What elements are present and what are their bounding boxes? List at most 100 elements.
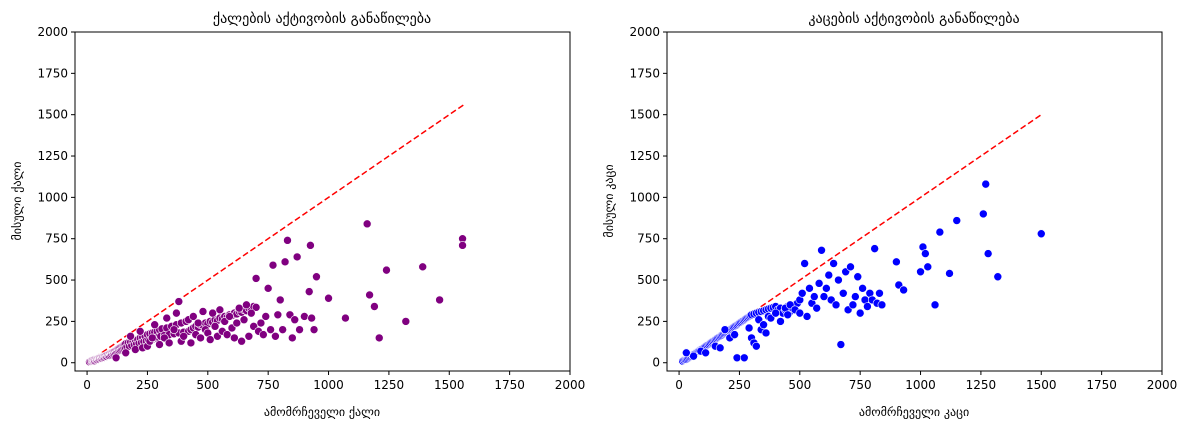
data-point [822,284,831,293]
data-point [205,335,215,344]
data-point [244,331,254,341]
data-point [382,265,391,275]
data-point [952,216,962,225]
data-point [875,288,884,298]
data-point [251,274,261,283]
data-point [797,288,807,298]
y-tick-label: 1750 [629,66,660,80]
data-point [121,348,131,358]
data-point [234,303,244,313]
data-point [208,308,217,318]
data-point [418,262,428,272]
x-tick-label: 1500 [1026,378,1057,392]
data-point [819,292,829,301]
data-point [771,308,780,318]
data-points [85,219,467,367]
data-point [809,292,819,301]
data-point [930,300,940,310]
data-point [304,287,314,296]
data-point [824,270,834,280]
x-axis-label: ამომრჩეველი კაცი [859,405,969,419]
data-point [251,303,261,312]
data-point [300,312,309,321]
data-point [846,262,855,272]
axis-ticks: 0 250 500 750 1000 1250 1500 1750 2000 0 250 500 750… [37,25,585,392]
data-point [365,290,374,300]
data-point [979,209,988,219]
data-point [193,318,203,328]
data-point [848,300,858,310]
data-point [259,330,268,339]
data-point [370,302,379,311]
data-point [169,325,179,334]
x-axis-label: ამომრჩეველი ქალი [264,405,380,419]
data-point [401,317,411,326]
data-point [701,348,710,358]
data-point [730,330,739,339]
data-point [309,325,319,334]
data-point [863,302,872,311]
data-point [155,340,164,349]
data-point [290,315,300,325]
x-tick-label: 2000 [1147,378,1178,392]
y-tick-label: 2000 [629,25,660,39]
y-tick-label: 0 [652,356,660,370]
y-axis-label: მისული ქალი [10,161,24,240]
data-point [732,353,742,363]
data-point [802,312,812,321]
data-point [273,310,283,320]
data-point [899,285,908,295]
data-point [230,333,239,343]
data-point [295,325,304,334]
data-point [164,338,174,348]
y-axis-label: მისული კაცი [602,164,616,237]
data-point [720,325,730,334]
data-point [877,300,887,310]
x-tick-label: 250 [136,378,159,392]
data-point [306,241,315,250]
y-tick-label: 1500 [37,108,68,122]
data-point [280,257,290,267]
data-point [759,320,768,329]
y-tick-label: 1250 [629,149,660,163]
x-tick-label: 1000 [905,378,936,392]
data-point [312,272,321,282]
womens-activity-chart: ქალების აქტივობის განაწილება 0 250 500 750 1… [10,11,585,419]
data-point [851,292,860,301]
data-point [288,333,297,343]
data-point [126,331,135,341]
data-point [715,343,725,353]
data-point [993,272,1003,282]
x-tick-label: 1750 [494,378,525,392]
data-point [242,300,251,310]
data-point [261,312,271,321]
data-point [374,333,384,343]
x-tick-label: 750 [849,378,872,392]
y-tick-label: 500 [637,273,660,287]
data-point [131,345,140,354]
axis-ticks: 0 250 500 750 1000 1250 1500 1750 2000 0 250 500 750… [629,25,1177,392]
data-point [761,328,771,338]
data-point [174,297,184,306]
y-tick-label: 1000 [37,190,68,204]
data-point [805,284,814,293]
y-tick-label: 250 [45,314,68,328]
data-point [215,305,225,315]
data-point [916,267,925,277]
x-tick-label: 0 [83,378,91,392]
data-point [921,249,930,258]
data-point [266,325,275,334]
x-tick-label: 250 [728,378,751,392]
data-point [834,275,843,285]
data-point [814,279,824,288]
data-point [829,259,838,268]
data-point [458,241,467,250]
y-tick-label: 750 [637,232,660,246]
data-point [263,284,273,293]
data-point [744,323,754,333]
data-point [817,245,826,255]
data-point [981,179,991,189]
data-point [147,333,157,343]
y-tick-label: 2000 [37,25,68,39]
data-point [831,300,841,310]
